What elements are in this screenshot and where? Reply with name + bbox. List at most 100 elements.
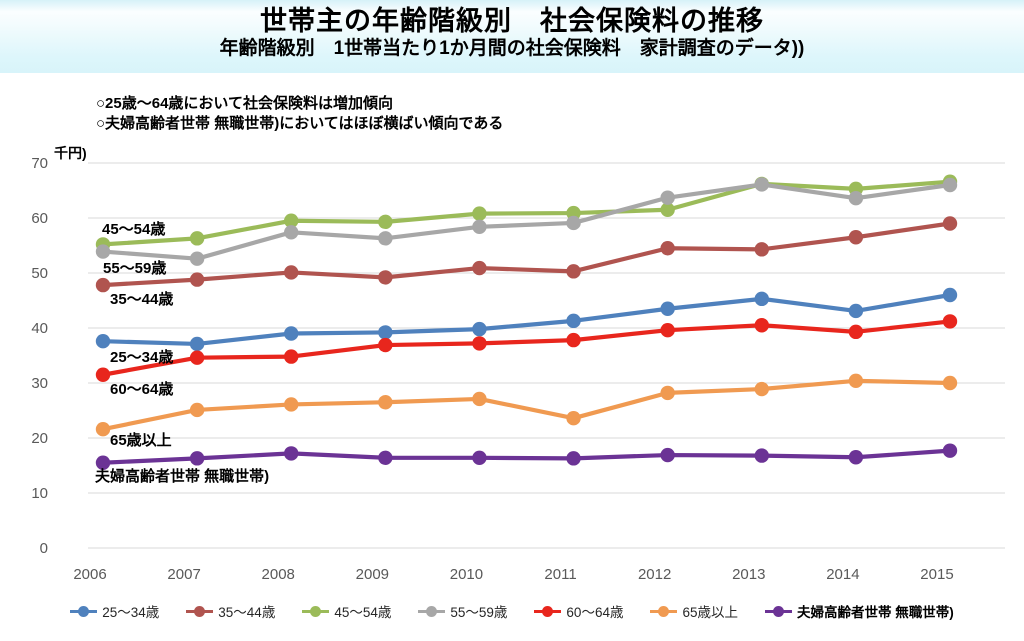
legend-item: 55～59歳: [418, 601, 507, 621]
annotation-line: ○夫婦高齢者世帯 無職世帯)においてはほぼ横ばい傾向である: [96, 115, 504, 132]
data-point: [754, 318, 769, 333]
legend-dot-icon: [310, 605, 322, 617]
y-tick-label: 60: [31, 210, 48, 227]
data-point: [660, 190, 675, 205]
legend-line-dot-icon: [186, 605, 214, 617]
data-point: [754, 242, 769, 257]
data-point: [660, 447, 675, 463]
legend-line-dot-icon: [650, 605, 678, 617]
data-point: [95, 455, 111, 470]
annotations-block: ○25歳～64歳において社会保険料は増加傾向 ○夫婦高齢者世帯 無職世帯)において…: [96, 94, 503, 134]
data-point: [95, 367, 111, 382]
x-tick-label: 2010: [450, 566, 483, 583]
legend-item: 45～54歳: [302, 601, 391, 621]
y-tick-label: 20: [31, 430, 48, 447]
legend-dot-icon: [542, 605, 554, 617]
data-point: [284, 397, 299, 412]
legend-item: 35～44歳: [186, 601, 275, 621]
legend-item: 夫婦高齢者世帯 無職世帯): [765, 601, 954, 621]
data-point: [754, 291, 769, 307]
legend-dot-icon: [78, 605, 90, 617]
x-tick-label: 2015: [920, 566, 953, 583]
data-point: [472, 336, 487, 351]
data-point: [472, 321, 487, 337]
series-line-5: [102, 319, 951, 377]
page-title: 世帯主の年齢階級別 社会保険料の推移: [260, 6, 764, 36]
data-point: [472, 450, 487, 465]
y-tick-label: 40: [31, 320, 48, 337]
legend-label: 60～64歳: [566, 605, 624, 620]
data-point: [566, 332, 581, 348]
data-point: [472, 391, 487, 407]
legend-line-dot-icon: [765, 605, 792, 617]
series-line-3: [102, 179, 951, 247]
data-point: [942, 314, 958, 329]
legend-line-dot-icon: [534, 605, 562, 617]
data-point: [472, 219, 487, 234]
data-point: [95, 334, 111, 349]
legend-label: 45～54歳: [334, 605, 392, 620]
data-point: [284, 446, 299, 461]
series-inline-label: 65歳以上: [110, 431, 172, 449]
legend-item: 25～34歳: [70, 601, 159, 621]
legend-item: 60～64歳: [534, 601, 623, 621]
legend-label: 55～59歳: [450, 605, 508, 620]
data-point: [660, 301, 675, 316]
legend-dot-icon: [658, 605, 670, 617]
series-inline-label: 25～34歳: [110, 348, 173, 366]
data-point: [378, 270, 393, 285]
data-point: [942, 375, 958, 391]
y-tick-label: 0: [40, 540, 48, 557]
data-point: [566, 215, 581, 231]
data-point: [848, 230, 864, 245]
data-point: [942, 287, 958, 303]
legend-dot-icon: [426, 605, 438, 617]
series-line-2: [102, 221, 951, 288]
data-point: [284, 213, 299, 228]
y-tick-label: 50: [31, 265, 48, 282]
series-line-7: [102, 448, 951, 465]
data-point: [754, 177, 769, 192]
data-point: [284, 349, 299, 364]
data-point: [378, 450, 393, 465]
y-axis-unit-label: 千円): [54, 145, 87, 161]
legend-line-dot-icon: [302, 605, 330, 617]
data-point: [378, 231, 393, 246]
series-line-4: [102, 182, 951, 261]
x-tick-label: 2008: [262, 566, 295, 583]
series-inline-label: 55～59歳: [103, 259, 166, 277]
x-tick-label: 2011: [544, 566, 576, 583]
data-point: [95, 244, 111, 259]
data-point: [754, 381, 769, 397]
data-point: [660, 385, 675, 401]
data-point: [378, 395, 393, 410]
data-point: [566, 451, 581, 466]
data-point: [189, 402, 205, 418]
data-point: [848, 373, 864, 388]
title-banner: 世帯主の年齢階級別 社会保険料の推移 年齢階級別 1世帯当たり1か月間の社会保険…: [0, 0, 1024, 73]
data-point: [378, 325, 393, 340]
x-tick-label: 2014: [826, 566, 859, 583]
x-tick-label: 2009: [356, 566, 389, 583]
data-point: [472, 260, 487, 276]
data-point: [95, 277, 111, 293]
data-point: [284, 265, 299, 280]
data-point: [848, 303, 864, 319]
legend-dot-icon: [194, 605, 206, 617]
x-tick-label: 2007: [167, 566, 200, 583]
data-point: [848, 191, 864, 206]
series-inline-label: 60～64歳: [110, 380, 173, 398]
legend-label: 25～34歳: [102, 605, 160, 620]
data-point: [660, 202, 675, 217]
series-inline-label: 45～54歳: [102, 220, 165, 238]
data-point: [566, 264, 581, 279]
y-tick-label: 30: [31, 375, 48, 392]
data-point: [189, 451, 205, 466]
data-point: [942, 216, 958, 231]
data-point: [754, 448, 769, 463]
legend-line-dot-icon: [418, 605, 446, 617]
data-point: [95, 422, 111, 437]
data-point: [942, 443, 958, 458]
data-point: [660, 323, 675, 338]
data-point: [660, 241, 675, 256]
